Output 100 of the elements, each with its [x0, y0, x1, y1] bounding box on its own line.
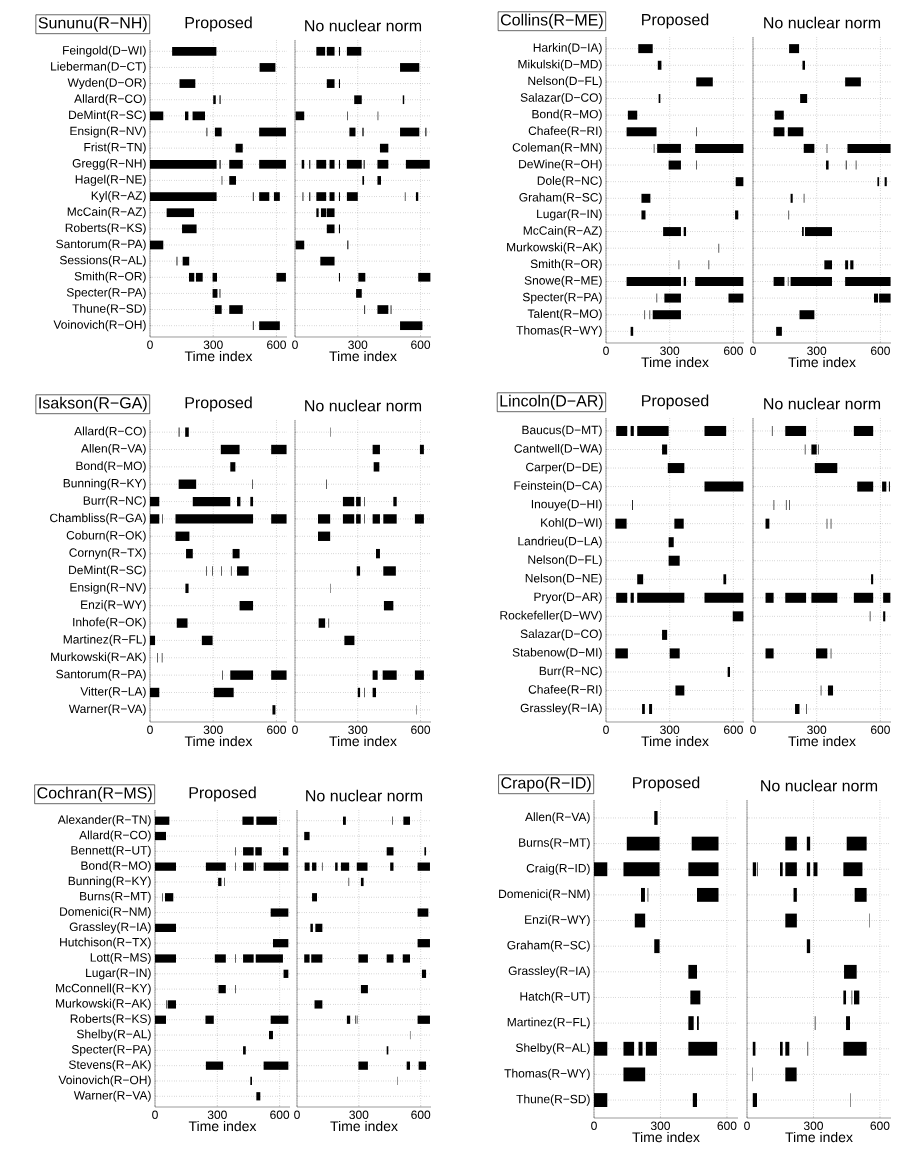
bar [785, 862, 797, 877]
bar [372, 514, 380, 524]
y-tick-label: Bond(R−MO) [76, 461, 146, 473]
x-tick-label: 300 [807, 725, 827, 735]
y-tick-label: Roberts(R−KS) [65, 223, 146, 235]
y-tick-label: Enzi(R−WY) [525, 914, 590, 927]
bar [787, 127, 804, 137]
bar [806, 939, 811, 954]
bar [212, 272, 218, 282]
y-tick-label: Specter(R−PA) [71, 1044, 151, 1056]
y-tick-label: Dole(R−NC) [537, 176, 602, 188]
bar [765, 592, 774, 603]
chart-title: Proposed [642, 13, 709, 29]
bar [220, 444, 240, 455]
bar [356, 496, 361, 507]
bar [229, 305, 243, 314]
bar [667, 463, 685, 474]
y-tick-label: Graham(R−SC) [507, 940, 590, 952]
bar [765, 648, 774, 659]
y-tick-label: Specter(R−PA) [522, 292, 602, 304]
bar [638, 44, 653, 54]
x-tick-label: 300 [660, 346, 680, 356]
y-tick-label: Vitter(R−LA) [80, 686, 146, 699]
x-tick-label: 0 [147, 725, 153, 735]
x-axis-title: Time index [188, 1120, 257, 1132]
bar [871, 574, 874, 585]
y-tick-label: Allard(R−CO) [79, 830, 151, 842]
x-axis-title: Time index [788, 356, 856, 368]
x-tick-label: 300 [348, 725, 368, 735]
bar [780, 862, 783, 877]
chart-title: No nuclear norm [305, 399, 422, 412]
bar [358, 1061, 368, 1070]
bar [372, 670, 378, 680]
bar [626, 276, 681, 286]
bar [179, 79, 196, 88]
bar [774, 110, 784, 120]
bar [806, 862, 811, 877]
bar [335, 862, 338, 871]
bar [843, 1041, 867, 1056]
y-tick-label: Carper(D−DE) [526, 462, 602, 474]
x-tick-label: 600 [411, 725, 431, 735]
bar [415, 192, 419, 201]
y-tick-label: Shelby(R−AL) [76, 1029, 151, 1041]
y-tick-label: Pryor(D−AR) [534, 592, 602, 604]
bar [773, 276, 785, 286]
bar [270, 908, 289, 917]
bar [417, 939, 430, 948]
bar [827, 685, 834, 696]
bar [668, 555, 680, 566]
chart-title: No nuclear norm [764, 16, 881, 29]
y-tick-label: McCain(R−AZ) [67, 207, 146, 219]
y-tick-label: Thune(R−SD) [516, 1094, 590, 1106]
bar [375, 548, 380, 559]
bar [806, 836, 811, 851]
bar [649, 704, 653, 715]
y-tick-label: Craig(R−ID) [526, 863, 590, 875]
bar [803, 143, 815, 153]
y-tick-label: Hagel(R−NE) [75, 174, 146, 187]
bar [349, 127, 356, 137]
y-tick-label: Burns(R−MT) [519, 838, 590, 850]
bar [805, 227, 832, 237]
x-axis-title: Time index [184, 350, 253, 362]
bar [654, 811, 658, 825]
y-tick-label: Murkowski(R−AK) [56, 998, 151, 1011]
y-tick-label: Bond(R−MO) [532, 109, 602, 121]
bar [843, 990, 847, 1005]
chart-title: Proposed [185, 396, 252, 412]
bar [326, 46, 335, 56]
x-axis-title: Time index [785, 1131, 853, 1143]
bar [641, 210, 646, 220]
y-tick-label: Inhofe(R−OK) [73, 617, 146, 629]
bar [845, 260, 849, 270]
bar [229, 176, 236, 185]
text: Cochran(R−MS) [37, 786, 152, 802]
bar [645, 1041, 657, 1056]
y-tick-label: Grassley(R−IA) [508, 966, 590, 978]
x-tick-label: 600 [270, 1110, 290, 1120]
bar [692, 1093, 698, 1107]
bar [186, 548, 193, 559]
x-axis-title: Time index [641, 735, 709, 747]
bar [790, 193, 793, 203]
bar [626, 836, 660, 851]
bar [326, 79, 335, 88]
y-tick-label: DeMint(R−SC) [69, 110, 146, 122]
bar [304, 862, 310, 871]
x-tick-label: 0 [750, 725, 756, 735]
bar [175, 531, 190, 541]
bar [623, 862, 660, 877]
bar [704, 425, 727, 436]
chart-title: Proposed [633, 776, 700, 792]
y-tick-label: Allard(R−CO) [74, 426, 146, 438]
bar [304, 831, 310, 841]
bar [691, 836, 719, 851]
bar [813, 862, 818, 877]
y-tick-label: Domenici(R−NM) [60, 906, 151, 919]
bar [884, 177, 887, 187]
y-tick-label: Enzi(R−WY) [81, 600, 146, 612]
bar [316, 192, 327, 201]
y-tick-label: Lott(R−MS) [90, 952, 151, 965]
x-tick-label: 0 [603, 346, 609, 356]
